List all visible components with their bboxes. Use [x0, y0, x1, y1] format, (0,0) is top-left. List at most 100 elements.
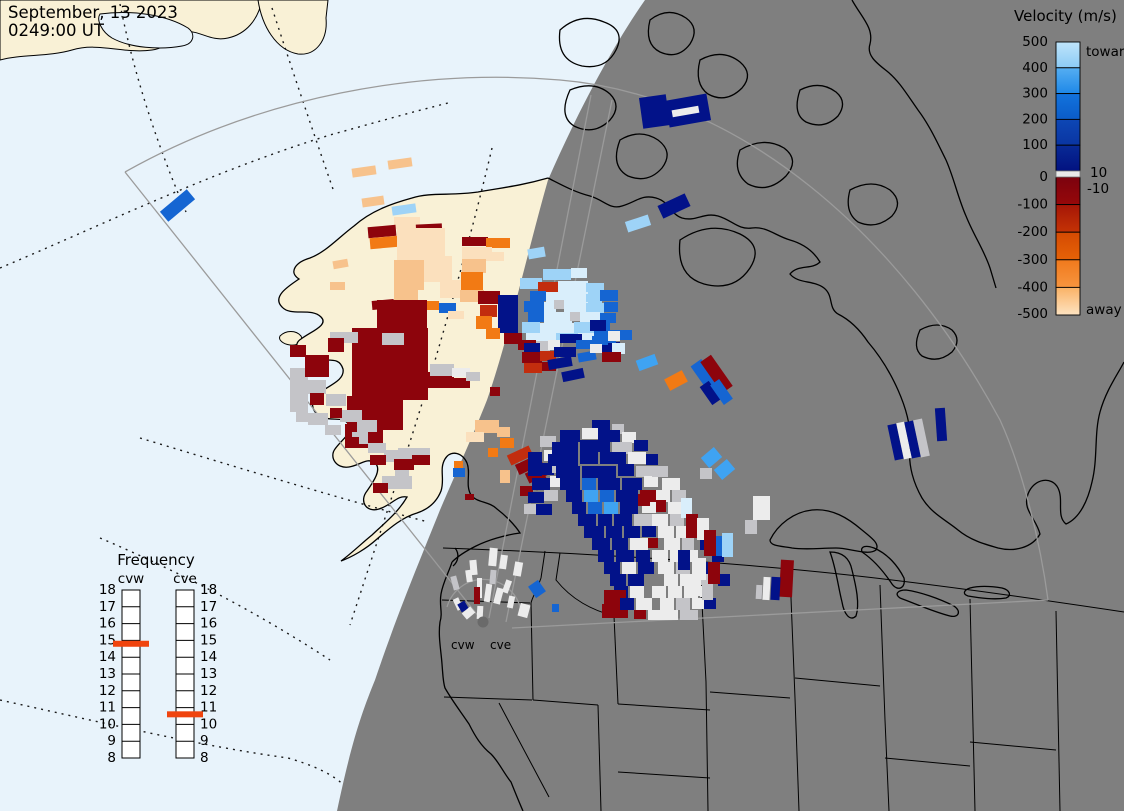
velocity-cell — [430, 364, 454, 376]
velocity-cell — [578, 333, 594, 343]
colorbar-segment — [1055, 204, 1081, 233]
velocity-cell — [657, 193, 691, 219]
velocity-cell — [652, 466, 668, 477]
velocity-cell — [536, 504, 552, 515]
velocity-cell — [552, 604, 559, 612]
velocity-cell — [497, 427, 510, 437]
velocity-cell — [444, 378, 470, 388]
velocity-cell — [412, 455, 430, 465]
velocity-cell — [722, 533, 733, 557]
velocity-cell — [548, 340, 560, 350]
velocity-cell — [561, 367, 585, 383]
velocity-cell — [652, 586, 666, 598]
velocity-cell — [586, 294, 602, 304]
legend-colorbar: 500 400 300 200 100 0 -100 -200 -300 -400 -500 — [1017, 34, 1081, 322]
velocity-cell — [357, 420, 377, 432]
colorbar-tick-label: -500 — [1017, 306, 1048, 322]
velocity-cell — [522, 352, 542, 363]
velocity-cell — [635, 353, 659, 372]
arctic-island-7 — [796, 84, 844, 126]
ladder-tick-label: 13 — [99, 666, 116, 682]
velocity-cell — [351, 165, 377, 178]
velocity-cell — [664, 370, 688, 391]
velocity-cell — [391, 203, 417, 216]
velocity-cell — [448, 311, 464, 319]
velocity-cell — [527, 246, 546, 260]
velocity-cell — [668, 586, 682, 598]
velocity-cell — [702, 584, 713, 600]
velocity-cell — [598, 514, 612, 526]
velocity-cell — [636, 598, 652, 610]
velocity-cell — [686, 514, 698, 538]
velocity-cell — [488, 547, 498, 567]
velocity-cell — [610, 330, 632, 340]
velocity-cell — [394, 260, 424, 290]
velocity-cell — [308, 380, 326, 394]
velocity-cell — [604, 562, 620, 574]
velocity-cell — [476, 316, 492, 329]
velocity-cell — [610, 574, 626, 586]
velocity-cell — [566, 490, 582, 502]
velocity-cell — [290, 368, 308, 412]
velocity-cell — [762, 576, 771, 601]
velocity-cell — [582, 466, 616, 478]
velocity-cell — [554, 347, 576, 357]
coastlines — [278, 0, 1124, 811]
velocity-cell — [586, 303, 604, 314]
colorbar-tick-label: 100 — [1022, 137, 1048, 153]
velocity-cell — [538, 282, 558, 292]
colorbar-tick-label: -300 — [1017, 252, 1048, 268]
velocity-cell — [590, 320, 606, 331]
legend-neg-threshold: -10 — [1087, 181, 1109, 197]
colorbar-segment — [1055, 259, 1081, 288]
velocity-cell — [524, 301, 544, 312]
velocity-cell — [572, 502, 586, 514]
velocity-cell — [522, 322, 540, 333]
velocity-cell — [755, 584, 763, 600]
colorbar-segment — [1055, 231, 1081, 261]
velocity-cell — [648, 538, 658, 548]
velocity-cell — [646, 454, 658, 465]
velocity-cell — [536, 341, 550, 351]
colorbar-tick-label: -100 — [1017, 197, 1048, 213]
velocity-cell — [616, 550, 634, 562]
velocity-cell — [604, 302, 618, 312]
alaska-coast — [278, 177, 549, 563]
velocity-cell — [634, 610, 646, 619]
arctic-island-6 — [736, 141, 794, 189]
velocity-cell — [753, 496, 770, 520]
velocity-cell — [543, 269, 571, 280]
velocity-cell — [602, 352, 621, 362]
velocity-cell — [664, 538, 680, 550]
velocity-cell — [367, 224, 397, 239]
velocity-cell — [395, 470, 409, 479]
velocity-cell — [662, 478, 680, 490]
velocity-cell — [598, 430, 620, 442]
velocity-cell — [576, 340, 594, 349]
velocity-cell — [620, 502, 638, 514]
velocity-cell — [580, 452, 598, 464]
velocity-cell — [308, 413, 328, 425]
velocity-cell — [454, 461, 463, 468]
velocity-cell — [658, 562, 674, 574]
radar-site-dot — [477, 616, 489, 628]
velocity-cell — [480, 305, 497, 317]
velocity-cell — [704, 598, 716, 609]
ladder-tick-label: 11 — [200, 700, 217, 716]
geomagnetic-grid-dotted — [0, 3, 493, 798]
ladder-tick-label: 14 — [200, 649, 217, 665]
velocity-cell — [620, 598, 634, 610]
velocity-cell — [600, 290, 618, 301]
velocity-cell — [606, 526, 622, 538]
frequency-marker-cve — [167, 711, 203, 718]
velocity-cell — [296, 412, 308, 422]
ladder-header-cve: cve — [173, 571, 197, 587]
ladder-tick-label: 13 — [200, 666, 217, 682]
velocity-cell — [612, 343, 625, 354]
velocity-cell — [638, 494, 650, 506]
ladder-tick-label: 18 — [200, 582, 217, 598]
velocity-cell — [642, 526, 656, 537]
velocity-cell — [600, 452, 626, 464]
velocity-cell — [540, 436, 556, 447]
